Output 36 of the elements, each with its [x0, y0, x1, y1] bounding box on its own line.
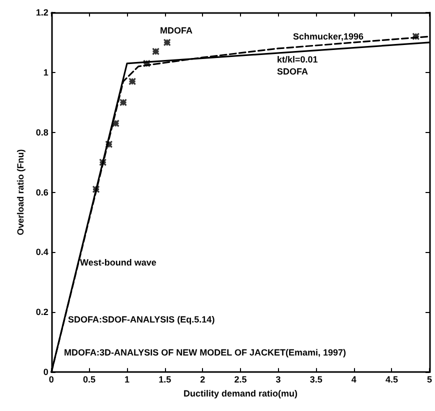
annotation: MDOFA:3D-ANALYSIS OF NEW MODEL OF JACKET(Emami, 1997)	[64, 348, 346, 358]
y-tick-label: 0	[43, 367, 48, 378]
annotation: MDOFA	[160, 26, 193, 36]
y-tick-label: 1	[43, 67, 48, 78]
point	[142, 60, 150, 68]
y-tick-label: 0.6	[36, 187, 48, 198]
point	[412, 32, 420, 40]
annotation: SDOFA:SDOF-ANALYSIS (Eq.5.14)	[68, 314, 215, 324]
point	[128, 78, 136, 86]
point	[119, 98, 128, 106]
annotation: kt/kl=0.01	[277, 54, 318, 64]
x-tick-label: 1	[124, 374, 130, 385]
x-tick-label: 3.5	[310, 374, 322, 385]
x-tick-label: 3	[276, 374, 281, 385]
x-tick-label: 1.5	[158, 374, 172, 385]
annotation: Schmucker,1996	[293, 32, 364, 42]
x-axis-title: Ductility demand ratio(mu)	[183, 388, 298, 398]
y-tick-label: 0.4	[36, 247, 48, 258]
point	[112, 120, 120, 128]
y-tick-label: 1.2	[36, 8, 48, 18]
x-tick-label: 4	[351, 374, 356, 385]
x-tick-label: 5	[426, 374, 432, 385]
point	[152, 48, 160, 56]
point	[163, 38, 171, 46]
point	[99, 158, 107, 166]
x-tick-label: 4.5	[385, 374, 398, 385]
annotation: West-bound wave	[80, 258, 156, 268]
y-axis-title: Overload ratio (Fnu)	[16, 149, 26, 236]
x-tick-label: 2.5	[234, 374, 247, 385]
annotation: SDOFA	[277, 66, 309, 76]
x-tick-label: 0.5	[82, 374, 96, 385]
y-tick-label: 0.2	[36, 307, 48, 318]
y-tick-label: 0.8	[36, 127, 48, 138]
point	[92, 186, 100, 194]
x-tick-label: 2	[200, 374, 206, 385]
point	[105, 140, 113, 148]
